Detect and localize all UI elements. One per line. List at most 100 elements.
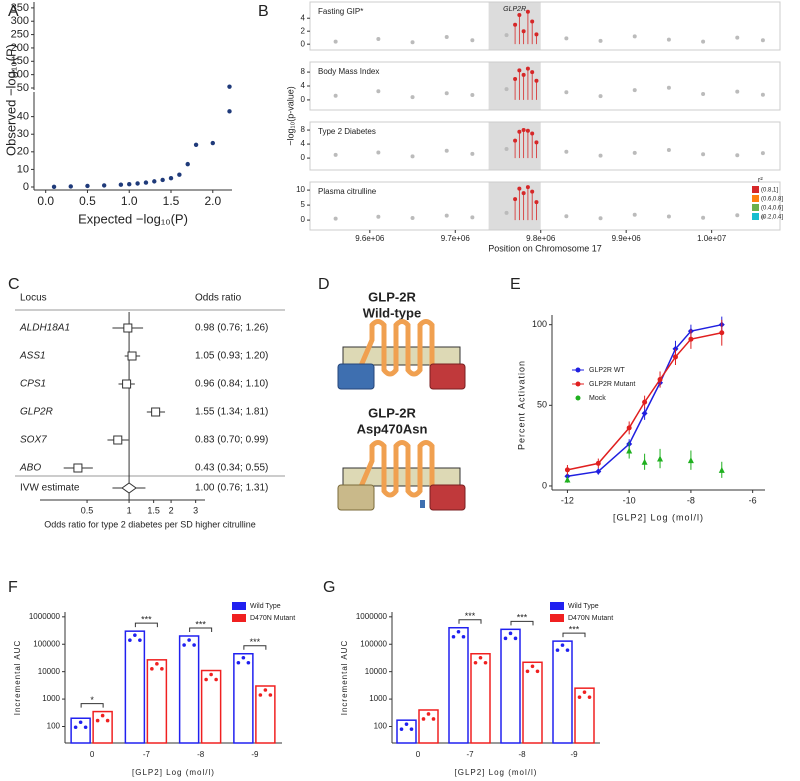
estimate bbox=[122, 379, 132, 389]
bar-dot bbox=[555, 648, 560, 652]
y-tick-label: 1000000 bbox=[29, 612, 61, 621]
point bbox=[333, 93, 338, 98]
y-tick-label: 0 bbox=[301, 215, 306, 224]
marker bbox=[564, 467, 570, 473]
panel-label: D bbox=[318, 276, 330, 293]
bar-dot bbox=[246, 660, 251, 665]
point bbox=[564, 149, 569, 154]
x-axis-label: [GLP2] Log (mol/l) bbox=[613, 512, 704, 522]
y-tick-label: 100 bbox=[47, 722, 61, 731]
marker bbox=[626, 425, 632, 431]
bar-dot bbox=[187, 638, 191, 642]
row-label: GLP2R bbox=[20, 407, 53, 418]
bar-dot bbox=[503, 636, 508, 641]
x-tick-label: 9.6e+06 bbox=[355, 234, 385, 243]
x-axis-label: Expected −log₁₀(P) bbox=[78, 211, 188, 226]
y-tick-label: 4 bbox=[301, 81, 306, 90]
row-label: CPS1 bbox=[20, 379, 46, 390]
point bbox=[760, 92, 765, 97]
y-tick-label: 100000 bbox=[360, 639, 387, 648]
y-tick-label: 300 bbox=[11, 15, 29, 27]
row-label: IVW estimate bbox=[20, 483, 80, 494]
point bbox=[760, 38, 765, 43]
legend-swatch bbox=[752, 204, 759, 211]
point bbox=[504, 210, 509, 215]
y-tick-label: 250 bbox=[11, 28, 29, 40]
bar-dot bbox=[508, 631, 513, 636]
panel-label: B bbox=[258, 3, 269, 20]
y-tick-label: 10 bbox=[296, 185, 305, 194]
marker bbox=[687, 457, 694, 464]
y-tick-label: 100 bbox=[11, 69, 29, 81]
highlight-point bbox=[525, 9, 530, 14]
highlight-point bbox=[517, 129, 522, 134]
point bbox=[666, 85, 671, 90]
y-axis-label: Incremental AUC bbox=[13, 640, 22, 715]
y-tick-label: 0 bbox=[23, 181, 29, 193]
y-tick-label: 150 bbox=[11, 55, 29, 67]
diagram-title: GLP-2R bbox=[368, 289, 416, 304]
bar-dot bbox=[214, 677, 218, 682]
marker bbox=[688, 336, 694, 342]
bar-dot bbox=[155, 662, 159, 666]
y-tick-label: 4 bbox=[301, 139, 306, 148]
significance-label: *** bbox=[195, 619, 206, 629]
legend-swatch bbox=[752, 195, 759, 202]
bar-dot bbox=[268, 693, 273, 697]
x-tick-label: -7 bbox=[466, 750, 474, 759]
bar bbox=[255, 685, 276, 744]
panel-label: E bbox=[510, 276, 521, 293]
marker bbox=[564, 476, 571, 483]
region-label: GLP2R bbox=[503, 6, 526, 13]
estimate bbox=[127, 351, 137, 361]
x-tick-label: 9.8e+06 bbox=[526, 234, 556, 243]
row-label: ALDH18A1 bbox=[19, 323, 70, 334]
domain-red bbox=[429, 363, 466, 390]
track-frame bbox=[309, 1, 781, 51]
y-tick-label: 10000 bbox=[365, 667, 388, 676]
point bbox=[760, 215, 765, 220]
domain-red bbox=[429, 484, 466, 511]
column-header: Locus bbox=[20, 293, 47, 304]
legend-label: (0.2,0.4] bbox=[761, 215, 783, 221]
highlight-point bbox=[521, 191, 526, 196]
significance-label: *** bbox=[465, 611, 476, 621]
legend-label: GLP2R WT bbox=[589, 367, 626, 374]
y-tick-label: 8 bbox=[301, 125, 306, 134]
region bbox=[488, 62, 541, 110]
bar-dot bbox=[582, 690, 587, 694]
y-tick-label: 0 bbox=[301, 39, 306, 48]
y-tick-label: 100 bbox=[374, 722, 388, 731]
x-tick-label: 3 bbox=[193, 505, 198, 515]
bar-dot bbox=[160, 667, 164, 671]
receptor-chain bbox=[357, 440, 435, 498]
point bbox=[632, 150, 637, 155]
y-tick-label: 0 bbox=[542, 480, 547, 490]
bar-dot bbox=[73, 725, 78, 730]
x-tick-label: 0.0 bbox=[37, 194, 54, 208]
point bbox=[333, 216, 338, 221]
significance-bracket bbox=[243, 645, 267, 650]
x-tick-label: -8 bbox=[197, 750, 205, 759]
track-title: Type 2 Diabetes bbox=[318, 127, 376, 136]
bar bbox=[124, 630, 146, 744]
bar-dot bbox=[105, 718, 110, 723]
bar-dot bbox=[399, 727, 404, 731]
highlight-point bbox=[534, 32, 539, 37]
legend-label: Wild Type bbox=[568, 603, 599, 610]
bar-dot bbox=[100, 713, 105, 718]
track-title: Fasting GIP* bbox=[318, 7, 363, 16]
y-tick-label: 20 bbox=[17, 146, 29, 158]
bar-dot bbox=[456, 629, 461, 634]
bar bbox=[500, 628, 521, 744]
diagram-subtitle: Asp470Asn bbox=[357, 421, 428, 436]
significance-bracket bbox=[189, 627, 213, 632]
bar bbox=[396, 719, 417, 744]
track-frame bbox=[309, 61, 781, 111]
y-tick-label: 10000 bbox=[38, 667, 61, 676]
marker bbox=[718, 466, 725, 473]
y-axis-label: Observed −log₁₀(P) bbox=[3, 44, 18, 156]
significance-bracket bbox=[134, 622, 158, 628]
point bbox=[632, 88, 637, 93]
